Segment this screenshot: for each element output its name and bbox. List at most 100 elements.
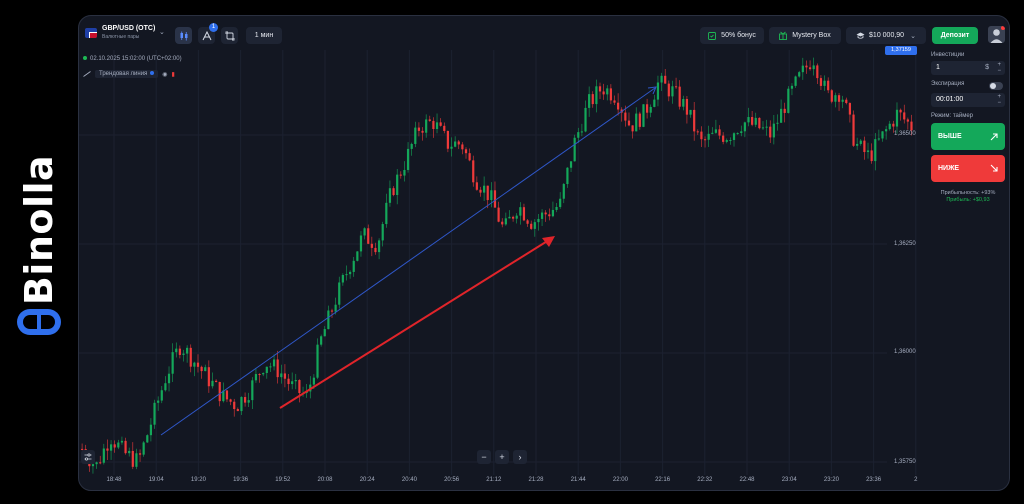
- candle-body: [377, 240, 381, 253]
- candle-body: [722, 135, 725, 142]
- bonus-button[interactable]: 50% бонус: [700, 27, 764, 44]
- candle-body: [131, 450, 134, 467]
- candle-body: [783, 108, 786, 113]
- chart-settings-button[interactable]: [81, 450, 95, 464]
- candle-body: [370, 243, 373, 248]
- buy-up-button[interactable]: ВЫШЕ: [931, 123, 1005, 150]
- candlestick-chart[interactable]: 1,36500 1,36250 1,36000 1,35750 18:48 19:…: [79, 50, 919, 490]
- candle-body: [841, 99, 844, 102]
- candle-body: [464, 149, 468, 154]
- candles-layer: [81, 57, 913, 474]
- asset-category: Валютные пары: [102, 34, 140, 40]
- eye-icon[interactable]: ◉: [162, 71, 168, 78]
- time-tick-label: 19:20: [191, 477, 207, 483]
- candle-body: [254, 374, 258, 381]
- candle-body: [367, 228, 370, 244]
- candle-body: [852, 114, 855, 146]
- candle-body: [635, 113, 638, 132]
- candle-body: [276, 359, 279, 378]
- candle-body: [196, 362, 200, 367]
- candle-body: [819, 78, 823, 86]
- candle-body: [280, 373, 283, 378]
- user-avatar[interactable]: [988, 26, 1005, 43]
- asset-selector[interactable]: GBP/USD (OTC) Валютные пары ⌄: [85, 25, 169, 43]
- candle-body: [638, 113, 641, 127]
- candle-body: [754, 117, 757, 125]
- candle-body: [689, 109, 692, 115]
- candle-body: [805, 65, 808, 68]
- arrow-up-right-icon: [990, 133, 998, 141]
- indicators-button[interactable]: 1: [198, 23, 218, 44]
- candle-body: [388, 188, 392, 203]
- time-tick-label: 22:16: [655, 477, 671, 483]
- candle-body: [215, 380, 218, 382]
- candle-body: [109, 444, 113, 451]
- timeframe-button[interactable]: 1 мин: [246, 27, 282, 44]
- currency-symbol: $: [985, 64, 989, 71]
- candle-body: [425, 119, 428, 133]
- candle-body: [497, 207, 500, 222]
- candle-body: [837, 95, 841, 102]
- price-tick-label: 1,35750: [894, 459, 916, 465]
- candle-body: [823, 80, 826, 86]
- candle-body: [588, 94, 591, 108]
- time-tick-label: 20:24: [360, 477, 376, 483]
- time-tick-label: 19:36: [233, 477, 249, 483]
- chart-type-button[interactable]: [175, 27, 192, 44]
- balance-selector[interactable]: $10 000,90 ⌄: [846, 27, 926, 44]
- chart-datetime: 02.10.2025 15:02:00 (UTC+02:00): [90, 56, 182, 62]
- candle-body: [81, 448, 84, 450]
- candle-body: [584, 107, 587, 132]
- trash-icon[interactable]: ▮: [171, 71, 175, 78]
- candle-body: [617, 102, 620, 110]
- candle-body: [472, 160, 475, 183]
- deposit-button[interactable]: Депозит: [932, 27, 978, 44]
- candle-body: [515, 215, 518, 219]
- mystery-box-button[interactable]: Mystery Box: [769, 27, 841, 44]
- time-tick-label: 19:52: [275, 477, 291, 483]
- trend-line-end-arrow-icon: [647, 86, 657, 95]
- time-tick-label: 22:00: [613, 477, 629, 483]
- candle-body: [320, 336, 323, 345]
- candle-body: [262, 372, 265, 375]
- candle-body: [414, 127, 417, 144]
- price-chart[interactable]: 1,36500 1,36250 1,36000 1,35750 18:48 19:…: [79, 50, 919, 490]
- candle-body: [175, 348, 178, 353]
- candle-body: [454, 141, 457, 147]
- expiration-label: Экспирация: [931, 81, 965, 87]
- zoom-in-button[interactable]: +: [495, 450, 509, 464]
- expiration-toggle[interactable]: [989, 82, 1003, 90]
- mystery-box-icon: [779, 31, 788, 40]
- candle-body: [548, 214, 551, 217]
- candle-body: [812, 65, 815, 70]
- candle-body: [501, 221, 504, 225]
- candle-body: [863, 140, 866, 153]
- sell-down-button[interactable]: НИЖЕ: [931, 155, 1005, 182]
- sliders-icon: [84, 453, 92, 461]
- candle-body: [519, 207, 522, 216]
- candle-body: [283, 373, 287, 379]
- candle-body: [316, 344, 319, 378]
- scroll-right-button[interactable]: ›: [513, 450, 527, 464]
- expiration-input[interactable]: 00:01:00 + −: [931, 93, 1005, 107]
- candle-body: [685, 98, 689, 115]
- candle-body: [769, 126, 772, 138]
- time-stepper[interactable]: + −: [997, 94, 1001, 106]
- price-axis: 1,36500 1,36250 1,36000 1,35750: [894, 131, 916, 465]
- candle-body: [508, 216, 511, 219]
- candle-body: [530, 223, 533, 229]
- zoom-out-button[interactable]: −: [477, 450, 491, 464]
- drawing-tool-chip[interactable]: Трендовая линия ◉ ▮: [83, 68, 175, 80]
- amount-stepper[interactable]: + −: [997, 62, 1001, 74]
- investment-value: 1: [936, 64, 940, 71]
- timeframe-icon-button[interactable]: [221, 27, 238, 44]
- candle-body: [747, 117, 750, 123]
- candle-body: [577, 132, 580, 138]
- candle-body: [117, 442, 120, 448]
- candle-body: [765, 126, 768, 128]
- candle-body: [504, 218, 507, 225]
- time-tick-label: 22:32: [697, 477, 713, 483]
- candle-body: [751, 117, 754, 125]
- candle-body: [540, 212, 544, 219]
- investment-input[interactable]: 1 $ + −: [931, 61, 1005, 75]
